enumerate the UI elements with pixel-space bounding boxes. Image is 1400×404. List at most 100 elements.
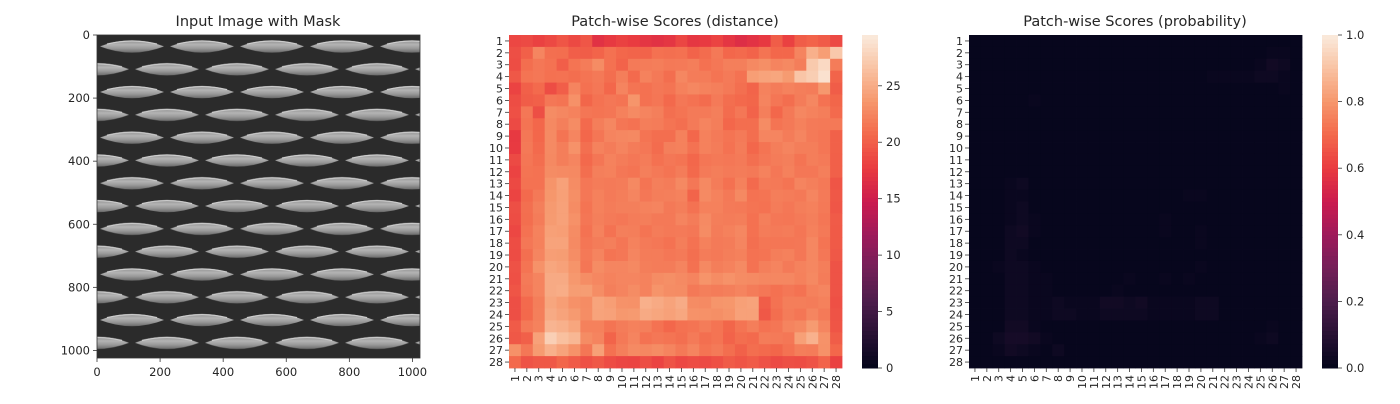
heatmap-cell	[699, 296, 712, 309]
heatmap-cell	[1111, 296, 1124, 309]
heatmap-cell	[758, 58, 772, 72]
heatmap-cell	[1254, 249, 1267, 262]
heatmap-cell	[758, 130, 772, 143]
heatmap-cell	[1064, 165, 1077, 179]
heatmap-cell	[1087, 308, 1101, 321]
heatmap-cell	[663, 142, 676, 155]
y-tick-label: 16	[489, 213, 503, 226]
heatmap-cell	[992, 332, 1006, 345]
heatmap-cell	[1206, 201, 1220, 214]
heatmap-cell	[651, 106, 664, 119]
heatmap-cell	[1230, 94, 1243, 107]
heatmap-cell	[663, 272, 676, 286]
heatmap-cell	[556, 356, 569, 369]
heatmap-cell	[1171, 153, 1184, 167]
heatmap-cell	[1135, 284, 1148, 298]
heatmap-cell	[1230, 118, 1243, 131]
heatmap-cell	[1076, 356, 1089, 369]
heatmap-cell	[1278, 142, 1291, 155]
heatmap-cell	[1206, 46, 1220, 60]
heatmap-cell	[711, 35, 724, 48]
colorbar-segment	[862, 122, 878, 128]
colorbar-segment	[862, 189, 878, 194]
heatmap-cell	[1266, 237, 1279, 250]
heatmap-cell	[1242, 82, 1255, 95]
heatmap-cell	[509, 35, 522, 48]
heatmap-cell	[1076, 82, 1089, 95]
heatmap-cell	[980, 356, 994, 369]
heatmap-cell	[1004, 237, 1017, 250]
heatmap-cell	[639, 165, 653, 179]
x-tick-label: 15	[1135, 375, 1148, 389]
heatmap-cell	[1254, 332, 1267, 345]
heatmap-cell	[1087, 249, 1101, 262]
heatmap-cell	[818, 142, 831, 155]
heatmap-cell	[580, 130, 593, 143]
heatmap-cell	[992, 356, 1006, 369]
heatmap-cell	[1290, 130, 1303, 143]
heatmap-cell	[663, 213, 676, 226]
colorbar-segment	[862, 76, 878, 82]
x-tick-label: 7	[1040, 375, 1053, 382]
heatmap-cell	[1278, 46, 1291, 60]
heatmap-cell	[734, 189, 748, 202]
heatmap-cell	[1016, 249, 1029, 262]
heatmap-cell	[1123, 237, 1136, 250]
heatmap-cell	[830, 344, 843, 357]
heatmap-cell	[746, 142, 760, 155]
heatmap-cell	[992, 284, 1006, 298]
chart-title-probability: Patch-wise Scores (probability)	[1023, 14, 1246, 30]
heatmap-cell	[1278, 82, 1291, 95]
heatmap-cell	[1266, 201, 1279, 214]
heatmap-cell	[782, 177, 795, 190]
x-tick-label: 18	[711, 375, 724, 389]
heatmap-cell	[532, 284, 546, 298]
heatmap-cell	[1194, 308, 1208, 321]
heatmap-cell	[675, 82, 688, 95]
heatmap-cell	[556, 35, 569, 48]
heatmap-cell	[992, 35, 1006, 48]
heatmap-cell	[1004, 296, 1017, 309]
colorbar-segment	[862, 80, 878, 86]
heatmap-cell	[651, 142, 664, 155]
colorbar-segment	[1322, 139, 1338, 144]
colorbar-segment	[1322, 313, 1338, 319]
heatmap-cell	[1266, 225, 1279, 238]
heatmap-cell	[806, 249, 819, 262]
heatmap-cell	[1206, 308, 1220, 321]
colorbar-segment	[1322, 89, 1338, 94]
heatmap-cell	[818, 82, 831, 95]
heatmap-cell	[1254, 320, 1267, 333]
heatmap-cell	[782, 237, 795, 250]
heatmap-cell	[1016, 356, 1029, 369]
heatmap-cell	[806, 94, 819, 107]
heatmap-cell	[734, 35, 748, 48]
colorbar-segment	[862, 151, 878, 157]
heatmap-cell	[1159, 320, 1172, 333]
colorbar-segment	[1322, 76, 1338, 82]
heatmap-cell	[1087, 332, 1101, 345]
heatmap-cell	[980, 142, 994, 155]
heatmap-cell	[830, 225, 843, 238]
heatmap-cell	[1194, 356, 1208, 369]
heatmap-cell	[663, 106, 676, 119]
heatmap-cell	[687, 106, 700, 119]
heatmap-cell	[1159, 332, 1172, 345]
heatmap-cell	[532, 249, 546, 262]
heatmap-cell	[711, 308, 724, 321]
heatmap-cell	[980, 177, 994, 190]
heatmap-cell	[1230, 58, 1243, 72]
heatmap-cell	[758, 320, 772, 333]
heatmap-cell	[1254, 70, 1267, 83]
heatmap-cell	[544, 356, 557, 369]
heatmap-cell	[746, 320, 760, 333]
heatmap-cell	[556, 46, 569, 60]
heatmap-cell	[1290, 284, 1303, 298]
chart-title-image: Input Image with Mask	[176, 14, 341, 30]
heatmap-cell	[520, 118, 534, 131]
heatmap-cell	[556, 296, 569, 309]
heatmap-cell	[568, 272, 581, 286]
heatmap-cell	[1028, 249, 1041, 262]
heatmap-cell	[1171, 70, 1184, 83]
heatmap-cell	[532, 332, 546, 345]
